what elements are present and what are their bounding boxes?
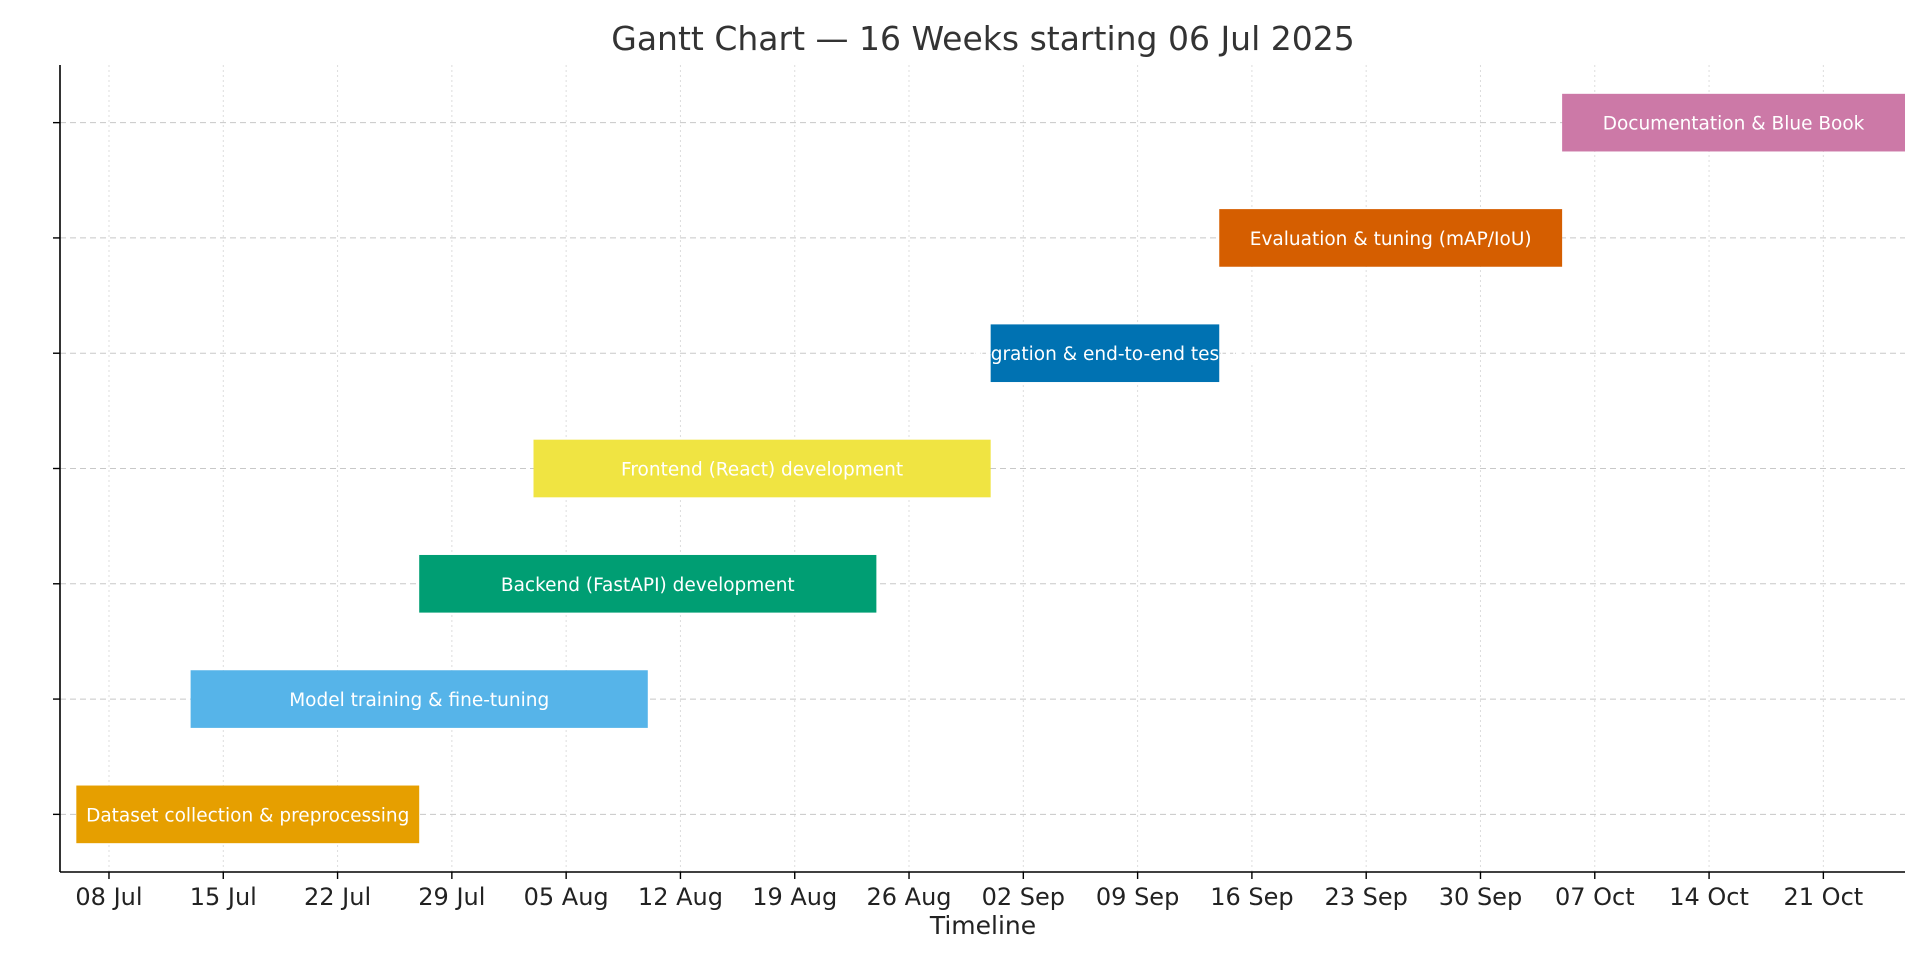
x-tick-label: 07 Oct xyxy=(1555,883,1635,911)
task-bar-label: Evaluation & tuning (mAP/IoU) xyxy=(1250,229,1532,250)
task-bar xyxy=(1219,209,1563,267)
x-axis-label: Timeline xyxy=(929,911,1036,940)
x-tick-label: 05 Aug xyxy=(524,883,609,911)
chart-title: Gantt Chart — 16 Weeks starting 06 Jul 2… xyxy=(611,19,1354,58)
x-tick-label: 16 Sep xyxy=(1210,883,1293,911)
task-bar xyxy=(190,670,648,728)
x-tick-label: 26 Aug xyxy=(867,883,952,911)
task-bar-label: Frontend (React) development xyxy=(621,460,903,481)
x-tick-label: 09 Sep xyxy=(1096,883,1179,911)
task-bar xyxy=(990,324,1220,383)
x-tick-label: 21 Oct xyxy=(1784,883,1864,911)
task-bars: Dataset collection & preprocessing Model … xyxy=(76,93,1905,844)
task-bar-label: Integration & end-to-end testing xyxy=(955,344,1255,365)
x-tick-label: 30 Sep xyxy=(1439,883,1522,911)
task-bar xyxy=(1562,93,1905,152)
task-bar xyxy=(76,785,420,844)
x-tick-label: 08 Jul xyxy=(75,883,142,911)
x-tick-label: 19 Aug xyxy=(752,883,837,911)
task-bar-label: Dataset collection & preprocessing xyxy=(86,805,409,826)
x-tick-label: 12 Aug xyxy=(638,883,723,911)
task-bar xyxy=(533,439,991,498)
x-tick-label: 29 Jul xyxy=(418,883,485,911)
task-bar xyxy=(419,554,877,613)
x-tick-label: 02 Sep xyxy=(982,883,1065,911)
task-bar-label: Documentation & Blue Book xyxy=(1603,114,1865,135)
task-bar-label: Model training & fine-tuning xyxy=(289,690,549,711)
task-bar-label: Backend (FastAPI) development xyxy=(501,575,795,596)
x-tick-label: 23 Sep xyxy=(1324,883,1407,911)
x-tick-label: 14 Oct xyxy=(1669,883,1749,911)
axes: 08 Jul 15 Jul 22 Jul 29 Jul 05 Aug 12 Aug 19 A… xyxy=(53,65,1905,911)
x-tick-label: 15 Jul xyxy=(190,883,257,911)
x-tick-label: 22 Jul xyxy=(304,883,371,911)
